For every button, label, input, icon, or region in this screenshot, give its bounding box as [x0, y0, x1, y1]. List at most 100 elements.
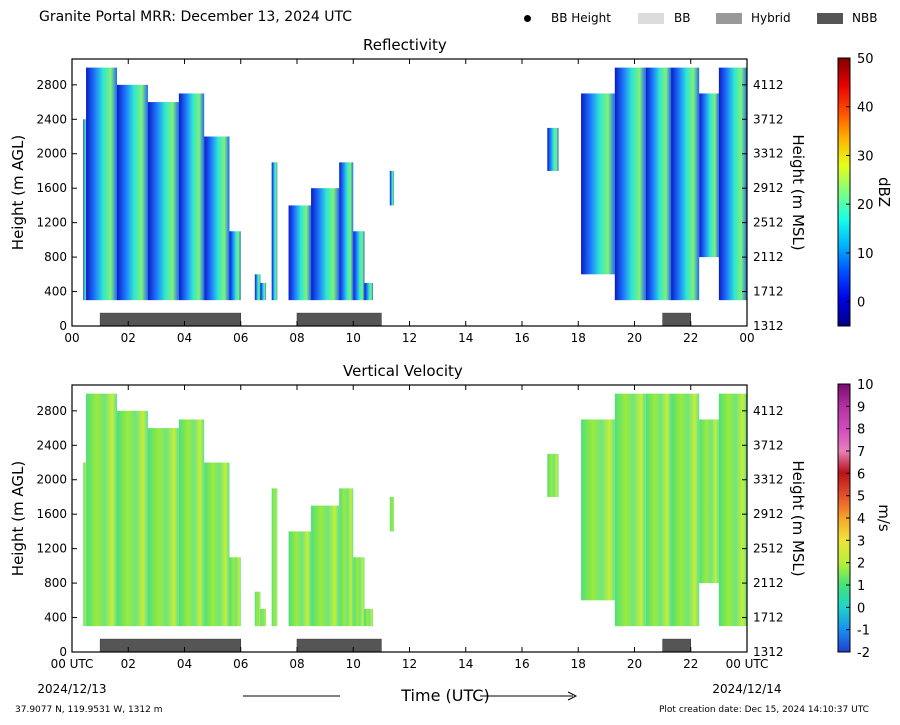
reflectivity-y-tick-label: 2000: [36, 147, 67, 161]
reflectivity-echo-column-19: [645, 67, 672, 301]
reflectivity-x-tick-label: 22: [683, 331, 698, 345]
reflectivity-echo-column-14: [364, 282, 373, 301]
reflectivity-echo-column-13: [353, 231, 365, 301]
velocity-colorbar-tick-label: 6: [857, 467, 865, 482]
reflectivity-y-tick-label: 1200: [36, 216, 67, 230]
velocity-x-tick-label: 18: [571, 657, 586, 671]
velocity-y-tick-label: 2400: [36, 438, 67, 452]
velocity-y-right-tick-label: 2112: [753, 576, 784, 590]
velocity-x-tick-label: 06: [233, 657, 248, 671]
legend-hybrid-swatch: [716, 13, 742, 24]
reflectivity-y-right-tick-label: 2912: [753, 181, 784, 195]
velocity-y-tick-label: 2800: [36, 404, 67, 418]
reflectivity-y-tick-label: 800: [44, 250, 67, 264]
reflectivity-x-tick-label: 20: [627, 331, 642, 345]
velocity-y-right-tick-label: 3312: [753, 473, 784, 487]
reflectivity-colorbar-tick-label: 20: [857, 198, 874, 213]
reflectivity-y-tick-label: 0: [59, 319, 67, 333]
velocity-y-right-tick-label: 4112: [753, 404, 784, 418]
velocity-y-tick-label: 800: [44, 576, 67, 590]
velocity-x-tick-label: 20: [627, 657, 642, 671]
velocity-x-axis-label: Time (UTC): [400, 686, 489, 705]
reflectivity-echo-column-5: [204, 136, 230, 301]
velocity-x-tick-label: 00 UTC: [726, 657, 769, 671]
velocity-y-right-tick-label: 1712: [753, 611, 784, 625]
velocity-y-right-tick-label: 2512: [753, 542, 784, 556]
legend-bb-height-label: BB Height: [551, 11, 611, 25]
reflectivity-echo-column-20: [671, 67, 700, 301]
reflectivity-y-right-tick-label: 4112: [753, 78, 784, 92]
reflectivity-echo-column-6: [229, 231, 241, 301]
velocity-echo-column-21: [699, 419, 719, 584]
reflectivity-y-axis-label-right: Height (m MSL): [789, 134, 807, 250]
legend-bb-swatch: [638, 13, 664, 24]
velocity-colorbar-tick-label: 8: [857, 423, 865, 438]
velocity-y-tick-label: 400: [44, 611, 67, 625]
velocity-echo-column-22: [718, 393, 747, 627]
reflectivity-x-tick-label: 02: [121, 331, 136, 345]
reflectivity-y-right-tick-label: 2112: [753, 250, 784, 264]
velocity-echo-column-3: [147, 428, 179, 627]
reflectivity-echo-column-18: [614, 67, 646, 301]
reflectivity-echo-column-17: [581, 93, 615, 275]
velocity-y-tick-label: 0: [59, 645, 67, 659]
velocity-echo-column-7: [254, 591, 261, 627]
velocity-colorbar-tick-label: 5: [857, 490, 865, 505]
velocity-y-tick-label: 1200: [36, 542, 67, 556]
velocity-echo-column-2: [117, 410, 148, 627]
reflectivity-x-tick-label: 16: [514, 331, 529, 345]
reflectivity-y-tick-label: 2400: [36, 112, 67, 126]
reflectivity-echo-column-3: [147, 102, 179, 301]
reflectivity-echo-column-12: [339, 162, 354, 301]
reflectivity-x-tick-label: 08: [289, 331, 304, 345]
reflectivity-x-tick-label: 14: [458, 331, 473, 345]
velocity-echo-column-1: [86, 393, 117, 627]
velocity-colorbar-tick-label: 7: [857, 445, 865, 460]
reflectivity-x-tick-label: 12: [402, 331, 417, 345]
velocity-colorbar-tick-label: 1: [857, 579, 865, 594]
reflectivity-x-tick-label: 06: [233, 331, 248, 345]
reflectivity-echo-column-2: [117, 84, 148, 301]
reflectivity-y-axis-label: Height (m AGL): [9, 135, 27, 250]
reflectivity-colorbar-tick-label: 0: [857, 296, 865, 311]
velocity-x-tick-label: 12: [402, 657, 417, 671]
velocity-x-tick-label: 08: [289, 657, 304, 671]
velocity-y-axis-label-right: Height (m MSL): [789, 460, 807, 576]
velocity-x-tick-label: 22: [683, 657, 698, 671]
reflectivity-echo-column-0: [83, 119, 87, 301]
page-title: Granite Portal MRR: December 13, 2024 UT…: [39, 9, 353, 25]
velocity-echo-column-16: [547, 453, 559, 497]
velocity-echo-column-5: [204, 462, 230, 627]
velocity-title: Vertical Velocity: [343, 362, 463, 380]
velocity-echo-column-10: [288, 531, 312, 627]
velocity-colorbar-tick-label: 4: [857, 512, 865, 527]
velocity-echo-column-6: [229, 557, 241, 627]
reflectivity-x-tick-label: 10: [346, 331, 361, 345]
reflectivity-colorbar-tick-label: 30: [857, 149, 874, 164]
velocity-echo-column-19: [645, 393, 672, 627]
velocity-x-tick-label: 14: [458, 657, 473, 671]
reflectivity-echo-column-22: [718, 67, 747, 301]
velocity-colorbar-tick-label: 3: [857, 534, 865, 549]
reflectivity-nbb-bar-2: [662, 312, 691, 327]
reflectivity-y-tick-label: 2800: [36, 78, 67, 92]
velocity-echo-column-4: [178, 419, 205, 627]
plot-creation-date: Plot creation date: Dec 15, 2024 14:10:3…: [659, 705, 869, 715]
reflectivity-nbb-bar-0: [99, 312, 241, 327]
reflectivity-y-tick-label: 400: [44, 285, 67, 299]
reflectivity-y-right-tick-label: 3712: [753, 112, 784, 126]
velocity-x-tick-label: 00 UTC: [51, 657, 94, 671]
station-location: 37.9077 N, 119.9531 W, 1312 m: [15, 705, 163, 715]
velocity-y-tick-label: 2000: [36, 473, 67, 487]
velocity-date-right: 2024/12/14: [712, 682, 781, 696]
reflectivity-colorbar-label: dBZ: [875, 177, 893, 207]
velocity-x-tick-label: 04: [177, 657, 192, 671]
velocity-x-tick-label: 02: [121, 657, 136, 671]
legend-bb-label: BB: [674, 11, 691, 25]
reflectivity-echo-column-16: [547, 127, 559, 171]
time-arrow-head: [567, 691, 578, 701]
reflectivity-title: Reflectivity: [363, 36, 447, 54]
reflectivity-echo-column-21: [699, 93, 719, 258]
reflectivity-colorbar-tick-label: 10: [857, 247, 874, 262]
